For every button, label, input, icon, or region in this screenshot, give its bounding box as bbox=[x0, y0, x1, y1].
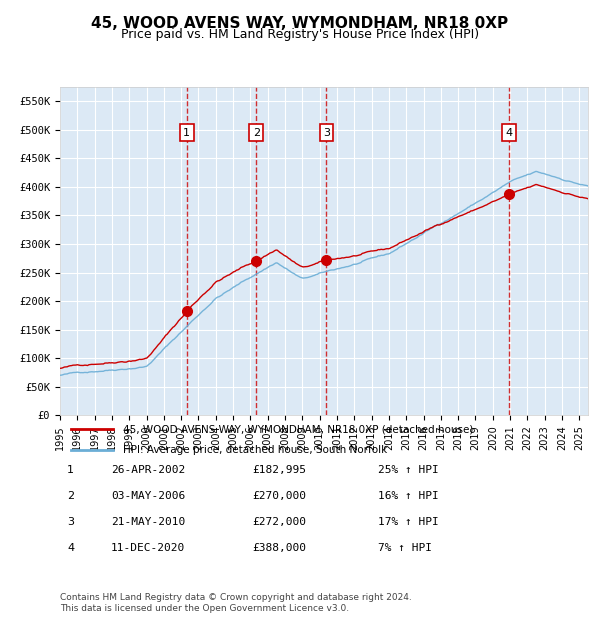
Text: 2: 2 bbox=[253, 128, 260, 138]
Text: 3: 3 bbox=[323, 128, 330, 138]
Text: Contains HM Land Registry data © Crown copyright and database right 2024.
This d: Contains HM Land Registry data © Crown c… bbox=[60, 593, 412, 613]
Text: HPI: Average price, detached house, South Norfolk: HPI: Average price, detached house, Sout… bbox=[124, 445, 388, 454]
Text: 7% ↑ HPI: 7% ↑ HPI bbox=[378, 543, 432, 553]
Text: 4: 4 bbox=[506, 128, 513, 138]
Text: 45, WOOD AVENS WAY, WYMONDHAM, NR18 0XP (detached house): 45, WOOD AVENS WAY, WYMONDHAM, NR18 0XP … bbox=[124, 424, 474, 435]
Text: 1: 1 bbox=[67, 465, 74, 475]
Text: £182,995: £182,995 bbox=[252, 465, 306, 475]
Text: 03-MAY-2006: 03-MAY-2006 bbox=[111, 491, 185, 501]
Text: £270,000: £270,000 bbox=[252, 491, 306, 501]
Text: 17% ↑ HPI: 17% ↑ HPI bbox=[378, 517, 439, 527]
Text: 26-APR-2002: 26-APR-2002 bbox=[111, 465, 185, 475]
Text: 45, WOOD AVENS WAY, WYMONDHAM, NR18 0XP: 45, WOOD AVENS WAY, WYMONDHAM, NR18 0XP bbox=[91, 16, 509, 30]
Text: 1: 1 bbox=[183, 128, 190, 138]
Text: 21-MAY-2010: 21-MAY-2010 bbox=[111, 517, 185, 527]
Text: £272,000: £272,000 bbox=[252, 517, 306, 527]
Text: 25% ↑ HPI: 25% ↑ HPI bbox=[378, 465, 439, 475]
Text: 16% ↑ HPI: 16% ↑ HPI bbox=[378, 491, 439, 501]
Text: £388,000: £388,000 bbox=[252, 543, 306, 553]
Text: 2: 2 bbox=[67, 491, 74, 501]
Text: 4: 4 bbox=[67, 543, 74, 553]
Text: Price paid vs. HM Land Registry's House Price Index (HPI): Price paid vs. HM Land Registry's House … bbox=[121, 28, 479, 41]
Text: 11-DEC-2020: 11-DEC-2020 bbox=[111, 543, 185, 553]
Text: 3: 3 bbox=[67, 517, 74, 527]
